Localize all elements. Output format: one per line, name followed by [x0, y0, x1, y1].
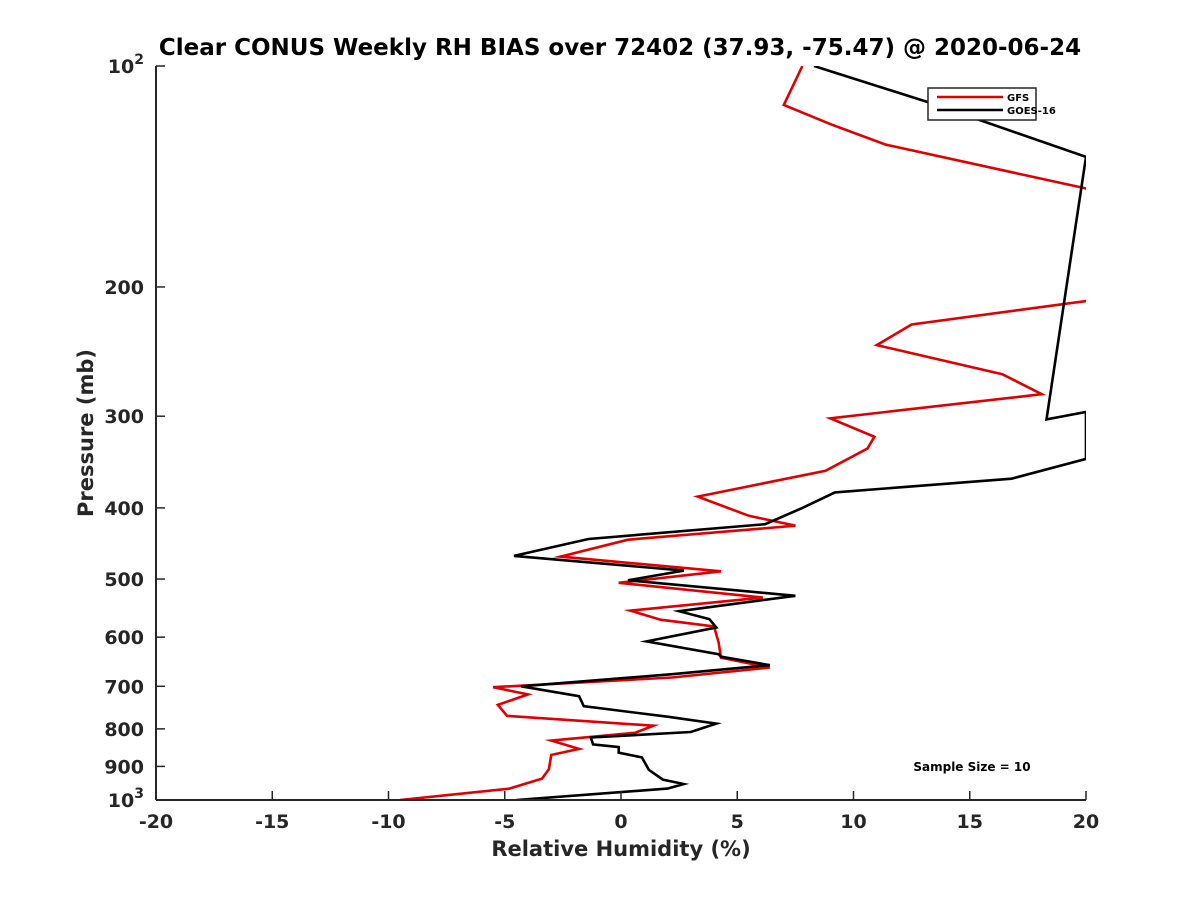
y-tick-label: 200 — [104, 277, 144, 299]
y-tick-base: 400 — [104, 498, 144, 520]
x-axis-label: Relative Humidity (%) — [491, 837, 750, 861]
x-tick-label: -20 — [139, 811, 173, 833]
y-tick-base: 700 — [104, 676, 144, 698]
y-tick-exponent: 3 — [134, 786, 144, 802]
x-tick-label: -15 — [255, 811, 289, 833]
y-tick-label: 103 — [108, 786, 144, 812]
y-tick-base: 300 — [104, 406, 144, 428]
y-tick-label: 400 — [104, 498, 144, 520]
legend-label-goes16: GOES-16 — [1007, 106, 1056, 117]
x-tick-label: 20 — [1073, 811, 1099, 833]
legend-box — [927, 87, 1037, 121]
y-tick-base: 10 — [108, 56, 134, 78]
y-axis-label: Pressure (mb) — [74, 349, 98, 517]
y-tick-label: 102 — [108, 52, 144, 78]
x-tick-label: 10 — [840, 811, 866, 833]
y-tick-label: 700 — [104, 676, 144, 698]
x-tick-label: -5 — [494, 811, 515, 833]
x-tick-label: 0 — [614, 811, 627, 833]
y-tick-label: 500 — [104, 569, 144, 591]
y-tick-label: 600 — [104, 627, 144, 649]
y-tick-base: 200 — [104, 277, 144, 299]
legend: GFS GOES-16 — [927, 87, 1056, 121]
x-tick-label: 5 — [731, 811, 744, 833]
y-tick-label: 300 — [104, 406, 144, 428]
y-tick-base: 10 — [108, 790, 134, 812]
chart-title: Clear CONUS Weekly RH BIAS over 72402 (3… — [159, 35, 1081, 61]
sample-size-annotation: Sample Size = 10 — [913, 760, 1030, 774]
y-tick-exponent: 2 — [134, 52, 144, 68]
y-tick-base: 500 — [104, 569, 144, 591]
series-layer — [399, 66, 1086, 800]
y-tick-label: 800 — [104, 719, 144, 741]
y-tick-label: 900 — [104, 756, 144, 778]
y-tick-base: 600 — [104, 627, 144, 649]
legend-label-gfs: GFS — [1007, 93, 1029, 104]
ticks-layer: -20 -15 -10 -5 0 5 10 15 20102200300400500600700… — [104, 52, 1099, 833]
x-tick-label: -10 — [371, 811, 405, 833]
y-tick-base: 800 — [104, 719, 144, 741]
series-line-goes16 — [513, 66, 1086, 800]
x-tick-label: 15 — [957, 811, 983, 833]
y-tick-base: 900 — [104, 756, 144, 778]
series-line-gfs — [399, 66, 1086, 800]
